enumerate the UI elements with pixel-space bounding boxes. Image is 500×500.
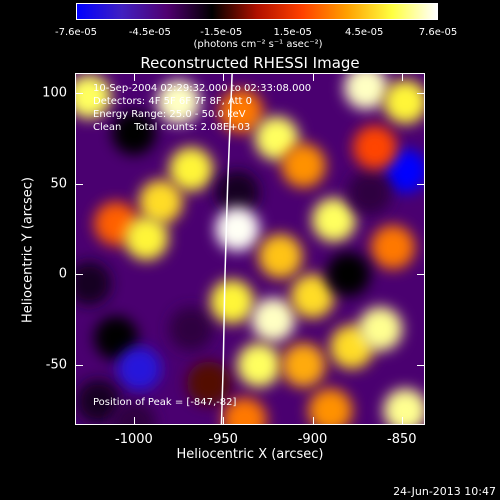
- intensity-source: [281, 343, 326, 388]
- info-clean: Clean Total counts: 2.08E+03: [93, 122, 251, 133]
- intensity-source: [124, 216, 169, 261]
- heatmap-plot: [75, 73, 425, 425]
- y-axis-label: Heliocentric Y (arcsec): [20, 177, 36, 323]
- info-peak: Position of Peak = [-847,-82]: [93, 397, 237, 408]
- x-tick-mark: [401, 73, 403, 81]
- chart-title: Reconstructed RHESSI Image: [140, 54, 360, 72]
- x-tick-mark: [312, 417, 314, 425]
- sources-layer: [75, 73, 425, 425]
- intensity-source: [281, 143, 326, 188]
- intensity-source: [222, 397, 267, 425]
- x-tick-mark: [133, 73, 135, 81]
- y-tick-mark: [75, 92, 83, 94]
- colorbar-tick-label: 4.5e-05: [344, 27, 384, 38]
- intensity-source: [258, 234, 303, 279]
- intensity-source: [138, 179, 183, 224]
- intensity-source: [169, 306, 214, 351]
- x-tick-label: -900: [297, 432, 328, 447]
- y-tick-label: 100: [42, 85, 67, 101]
- colorbar-tick-label: -1.5e-05: [200, 27, 243, 38]
- colorbar-unit: (photons cm⁻² s⁻¹ asec⁻²): [193, 39, 323, 50]
- y-tick-mark: [75, 183, 83, 185]
- y-tick-label: -50: [45, 357, 67, 373]
- x-axis-label: Heliocentric X (arcsec): [176, 447, 324, 462]
- y-tick-mark: [75, 274, 83, 276]
- x-tick-mark: [312, 73, 314, 81]
- y-tick-mark: [75, 365, 83, 367]
- y-tick-mark: [417, 183, 425, 185]
- intensity-source: [311, 197, 356, 242]
- intensity-source: [186, 361, 231, 406]
- colorbar-tick-label: -4.5e-05: [128, 27, 171, 38]
- intensity-source: [236, 343, 281, 388]
- colorbar-tick-label: -7.6e-05: [55, 27, 97, 38]
- y-tick-mark: [417, 274, 425, 276]
- intensity-source: [383, 148, 425, 193]
- date-stamp: 24-Jun-2013 10:47: [393, 485, 496, 498]
- x-tick-mark: [133, 417, 135, 425]
- y-tick-mark: [417, 365, 425, 367]
- intensity-source: [215, 207, 260, 252]
- info-energy: Energy Range: 25.0 - 50.0 keV: [93, 109, 246, 120]
- intensity-source: [76, 379, 121, 424]
- x-tick-mark: [223, 73, 225, 81]
- colorbar-tick-label: 1.5e-05: [273, 27, 312, 38]
- intensity-source: [370, 225, 415, 270]
- intensity-source: [347, 170, 392, 215]
- intensity-source: [251, 297, 296, 342]
- limb-line: [220, 73, 233, 425]
- info-time-range: 10-Sep-2004 02:29:32.000 to 02:33:08.000: [93, 83, 312, 94]
- intensity-source: [75, 261, 112, 306]
- intensity-source: [353, 125, 397, 170]
- intensity-source: [308, 388, 353, 425]
- intensity-source: [358, 306, 403, 351]
- intensity-source: [210, 279, 255, 324]
- intensity-source: [169, 147, 214, 192]
- intensity-source: [111, 401, 156, 425]
- y-tick-label: 50: [50, 176, 67, 192]
- intensity-source: [94, 315, 139, 360]
- x-tick-label: -850: [387, 432, 417, 447]
- intensity-source: [326, 252, 371, 297]
- intensity-source: [117, 346, 162, 391]
- y-tick-mark: [417, 92, 425, 94]
- y-tick-label: 0: [58, 266, 67, 282]
- intensity-source: [344, 73, 389, 110]
- intensity-source: [111, 110, 156, 155]
- info-detectors: Detectors: 4F 5F 6F 7F 8F, Att 0: [93, 96, 253, 107]
- colorbar-tick-label: 7.6e-05: [418, 27, 458, 38]
- x-tick-label: -1000: [115, 432, 153, 447]
- intensity-source: [383, 388, 425, 425]
- x-tick-mark: [401, 417, 403, 425]
- heatmap-svg: [75, 73, 425, 425]
- intensity-source: [254, 116, 299, 161]
- intensity-source: [75, 74, 112, 119]
- intensity-source: [383, 80, 425, 125]
- intensity-source: [156, 80, 201, 125]
- x-tick-label: -950: [208, 432, 238, 447]
- intensity-source: [290, 274, 335, 319]
- colorbar: [76, 3, 438, 20]
- x-tick-mark: [223, 417, 225, 425]
